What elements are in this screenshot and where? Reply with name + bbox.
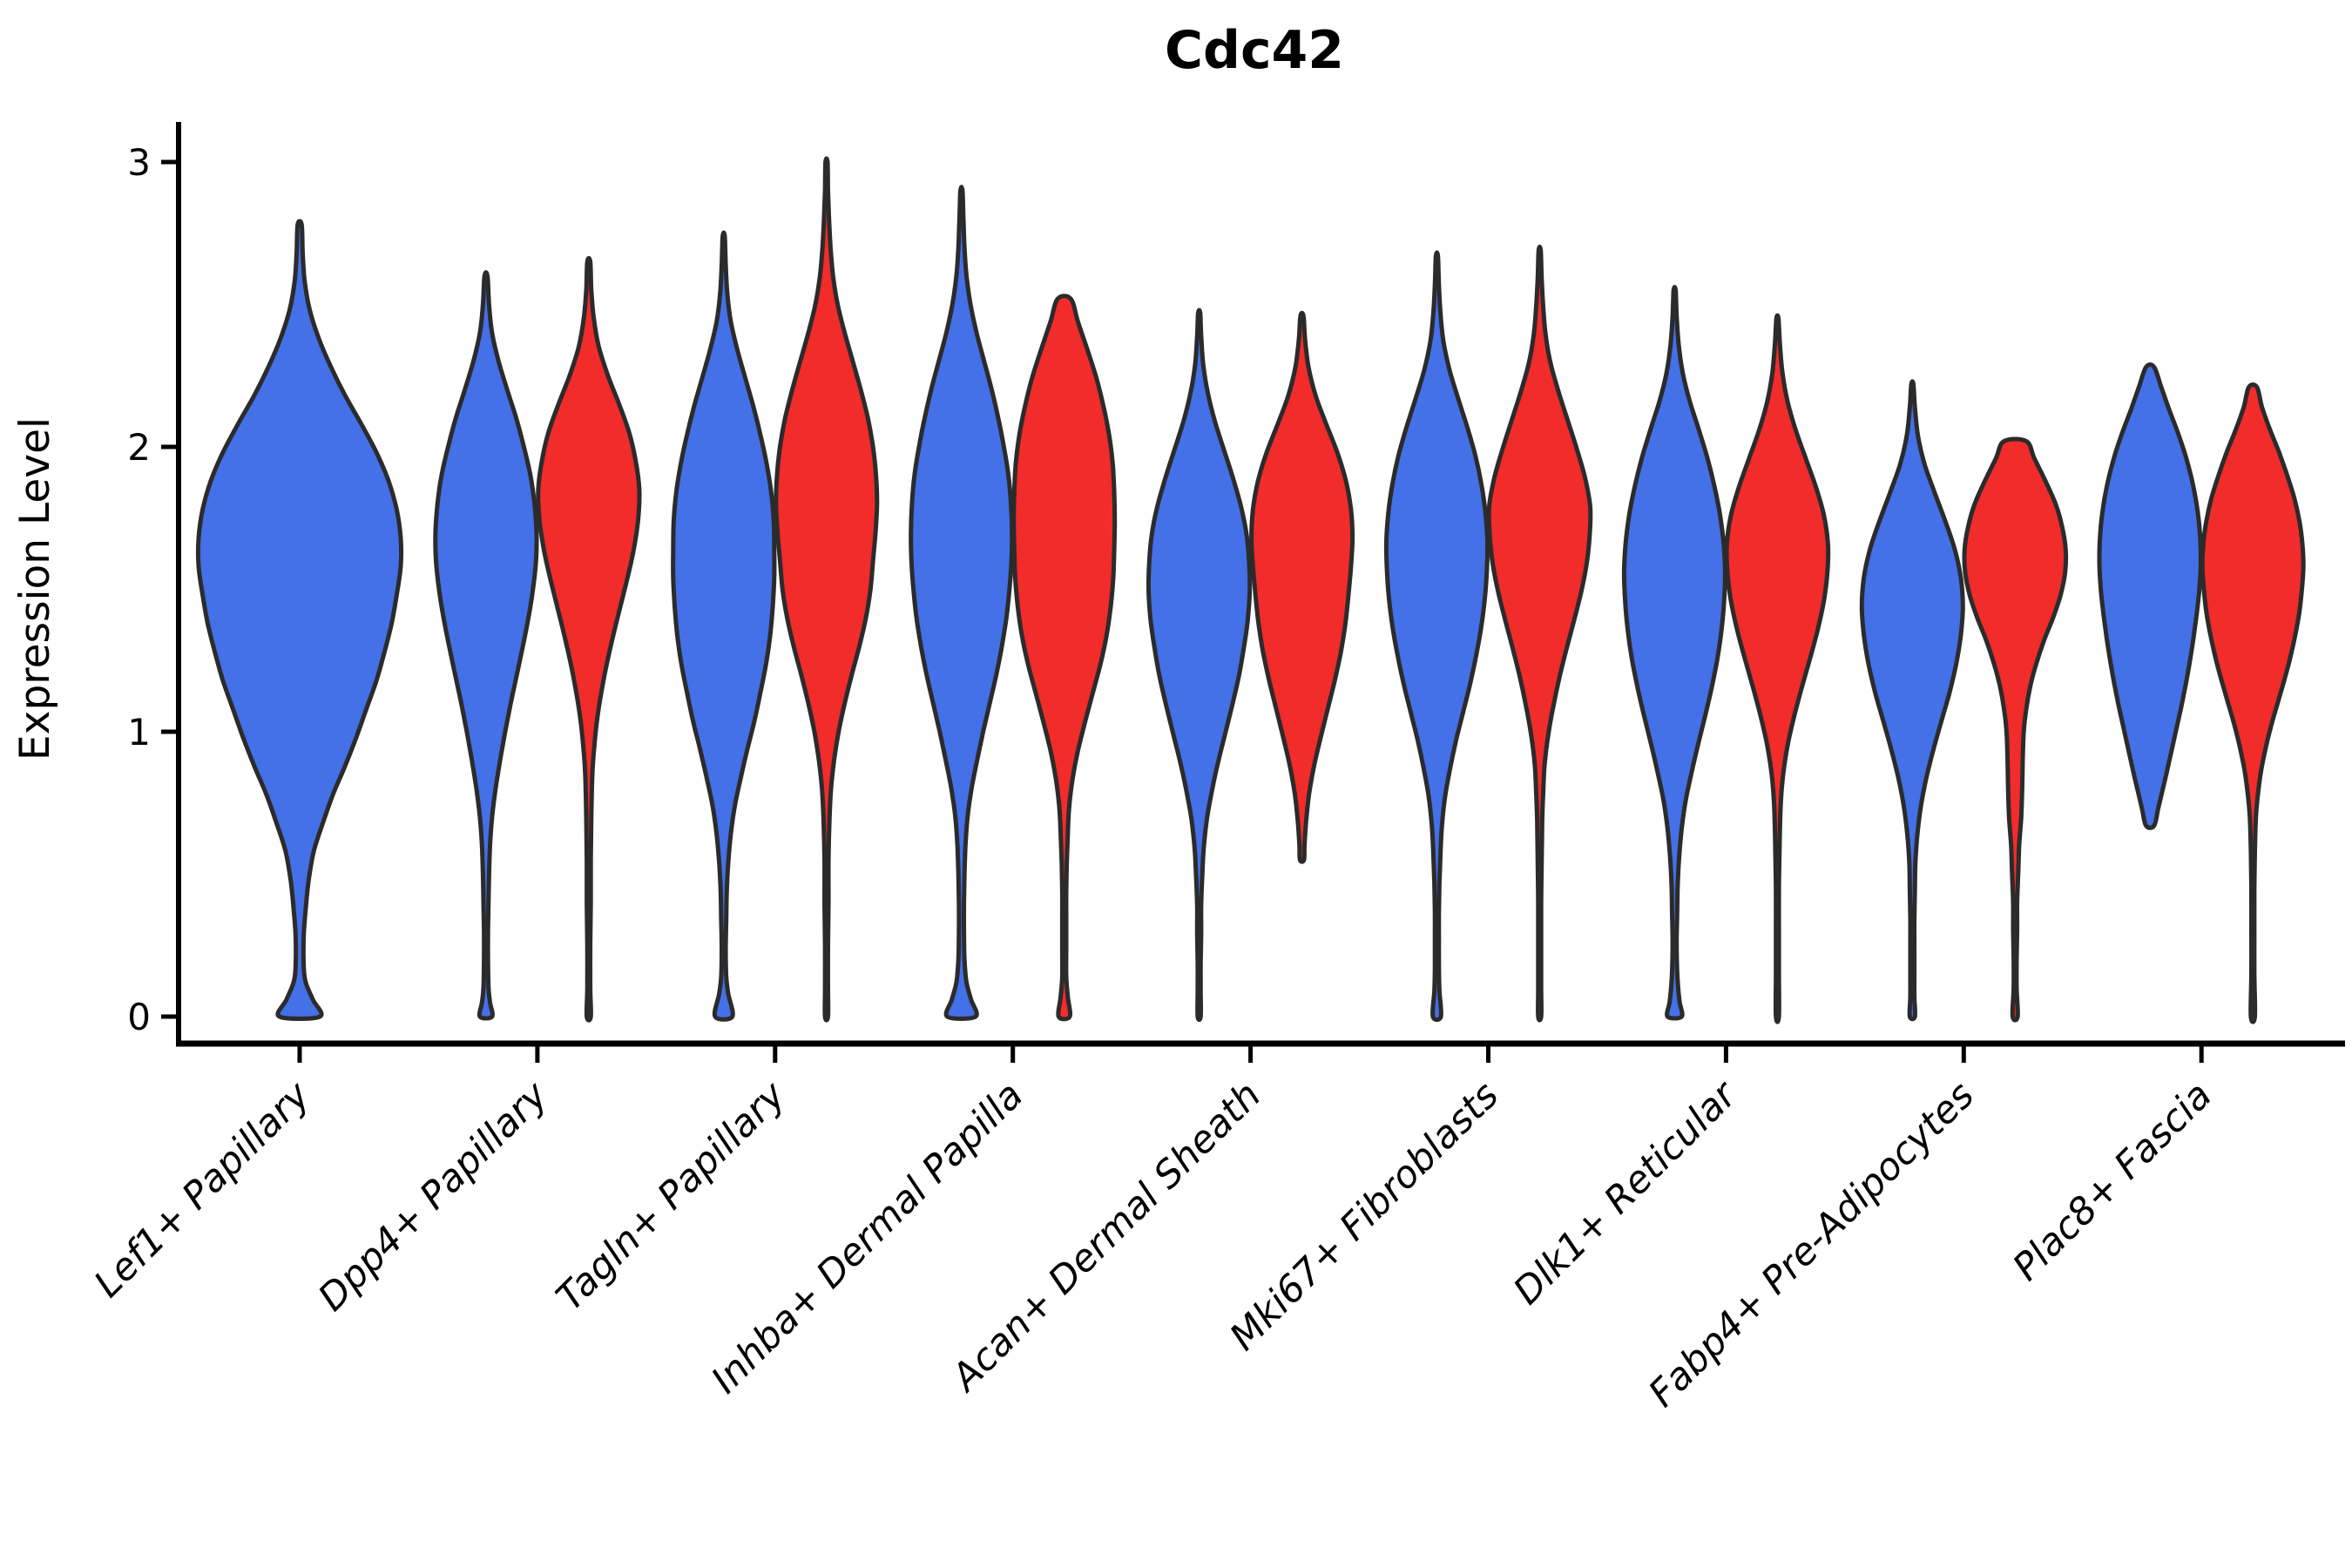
y-tick-label: 0	[127, 996, 151, 1038]
y-tick-label: 3	[127, 141, 151, 184]
violin-tagln-red	[774, 156, 880, 1023]
y-tick-label: 2	[127, 426, 151, 469]
violin-acan-blue	[1146, 308, 1253, 1023]
y-tick-label: 1	[127, 711, 151, 754]
violin-fabp4-blue	[1859, 379, 1965, 1022]
violin-tagln-blue	[671, 230, 777, 1022]
violin-plac8-red	[2200, 382, 2306, 1024]
x-tick-label: Dlk1+ Reticular	[1505, 1072, 1747, 1314]
y-axis-label: Expression Level	[11, 417, 59, 760]
x-tick-label: Dpp4+ Papillary	[310, 1073, 557, 1320]
violin-dpp4-blue	[433, 270, 539, 1021]
violin-lef1-blue	[195, 219, 404, 1021]
x-tick-label: Plac8+ Fascia	[2004, 1073, 2220, 1289]
violin-mki67-blue	[1383, 250, 1490, 1023]
violin-dlk1-blue	[1621, 284, 1727, 1021]
violin-dpp4-red	[536, 255, 642, 1023]
violin-acan-red	[1249, 310, 1355, 864]
violin-plac8-blue	[2097, 362, 2203, 830]
x-tick-label: Mki67+ Fibroblasts	[1221, 1073, 1507, 1359]
violin-inhba-red	[1011, 294, 1118, 1022]
violin-inhba-blue	[909, 185, 1015, 1021]
violin-dlk1-red	[1724, 313, 1831, 1024]
violin-mki67-red	[1486, 244, 1593, 1023]
x-tick-label: Tagln+ Papillary	[548, 1073, 794, 1320]
chart-title: Cdc42	[1165, 20, 1344, 81]
x-tick-label: Lef1+ Papillary	[86, 1073, 319, 1306]
violin-fabp4-red	[1962, 436, 2069, 1023]
